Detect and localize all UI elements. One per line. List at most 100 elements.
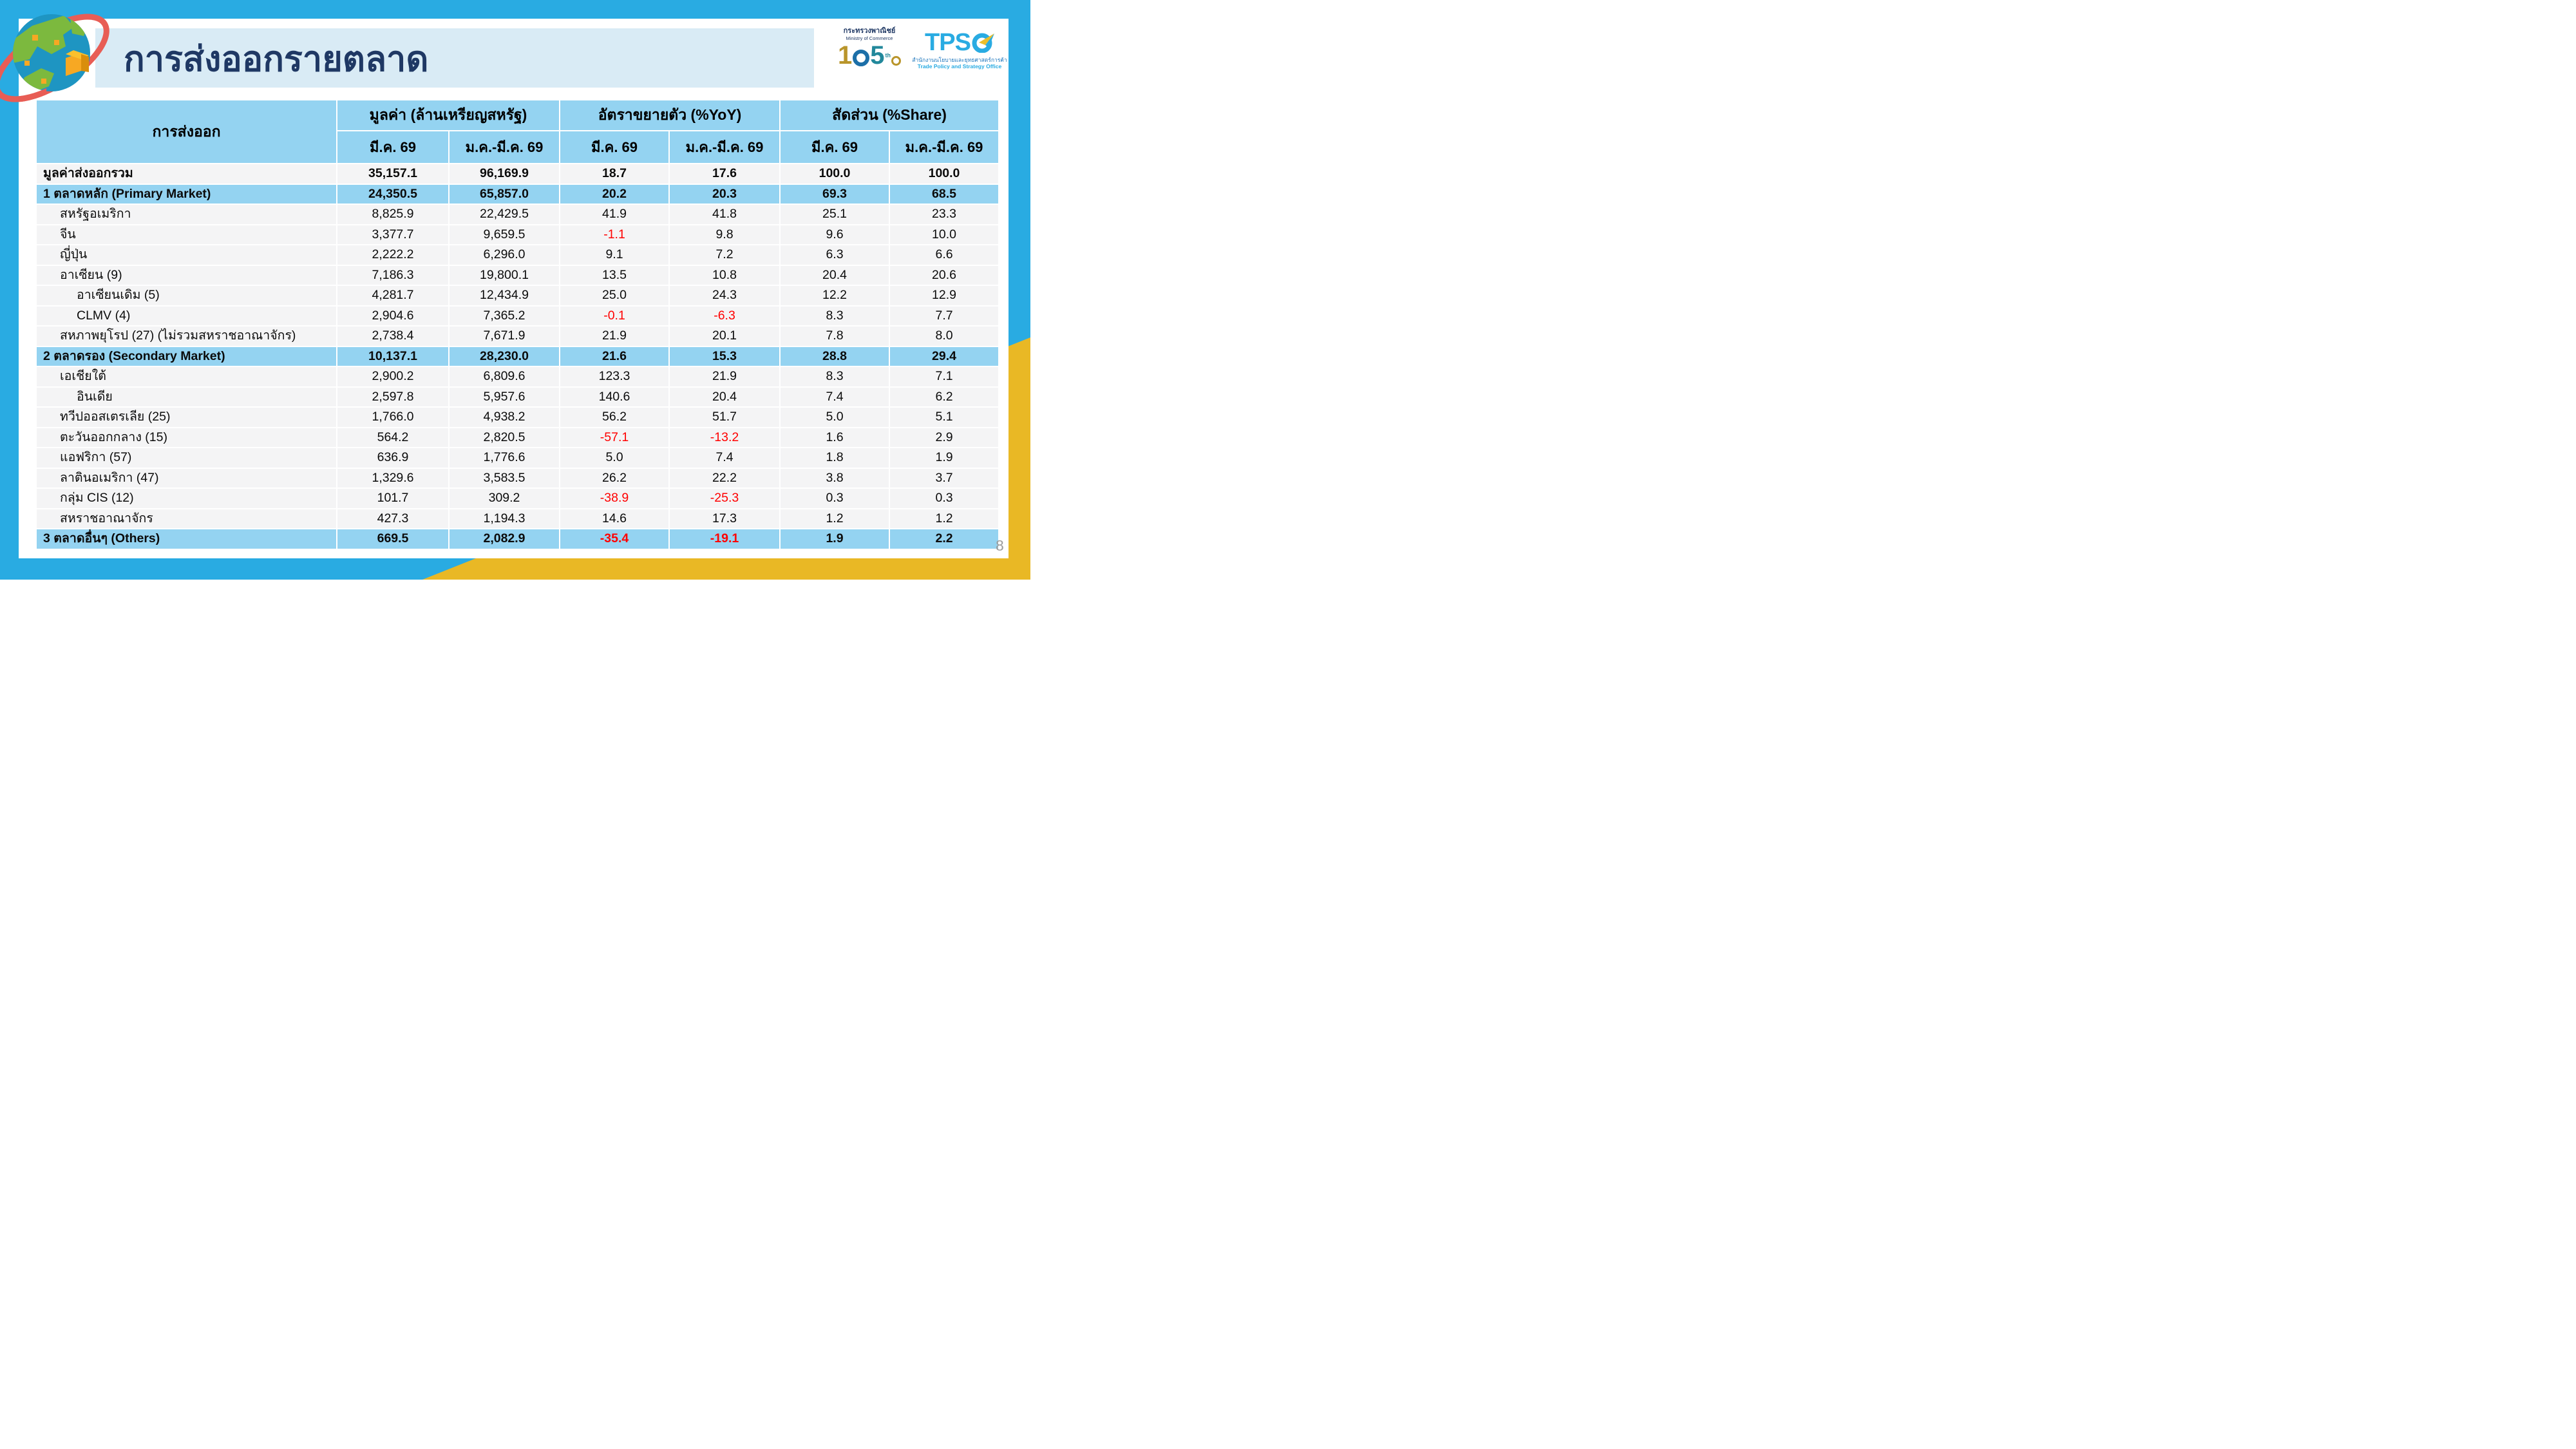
cell-value: 20.6 (890, 265, 1000, 286)
cell-value: 24.3 (670, 286, 781, 307)
cell-value: 3,583.5 (450, 468, 561, 489)
cell-value: 20.3 (670, 184, 781, 205)
cell-value: 8.3 (781, 367, 891, 388)
cell-value: 12.2 (781, 286, 891, 307)
cell-value: 636.9 (337, 448, 450, 469)
row-label: จีน (37, 225, 337, 245)
cell-value: 26.2 (560, 468, 670, 489)
cell-value: 6,296.0 (450, 245, 561, 266)
table-row: 2 ตลาดรอง (Secondary Market) 10,137.1 28,2… (37, 346, 1000, 367)
moc-mark-suffix: th (885, 52, 891, 59)
cell-value: 0.3 (781, 489, 891, 509)
cell-value: 1,194.3 (450, 509, 561, 529)
cell-value: 24,350.5 (337, 184, 450, 205)
cell-value: 7.7 (890, 306, 1000, 327)
cell-value: -1.1 (560, 225, 670, 245)
cell-value: 3.7 (890, 468, 1000, 489)
table-row: อาเซียน (9) 7,186.3 19,800.1 13.5 10.8 20.4 20… (37, 265, 1000, 286)
cell-value: 101.7 (337, 489, 450, 509)
cell-value: -6.3 (670, 306, 781, 327)
cell-value: 17.3 (670, 509, 781, 529)
cell-value: 51.7 (670, 408, 781, 428)
cell-value: 8.3 (781, 306, 891, 327)
column-subheader: ม.ค.-มี.ค. 69 (890, 131, 1000, 164)
cell-value: 28,230.0 (450, 346, 561, 367)
column-subheader-row: มี.ค. 69 ม.ค.-มี.ค. 69 มี.ค. 69 ม.ค.-มี.ค. … (37, 131, 1000, 164)
moc-mark-5: 5 (870, 41, 885, 70)
cell-value: 4,938.2 (450, 408, 561, 428)
cell-value: 23.3 (890, 205, 1000, 225)
cell-value: 8.0 (890, 327, 1000, 347)
cell-value: 13.5 (560, 265, 670, 286)
cell-value: -13.2 (670, 428, 781, 448)
table-row: 1 ตลาดหลัก (Primary Market) 24,350.5 65,85… (37, 184, 1000, 205)
cell-value: 6.3 (781, 245, 891, 266)
cell-value: 1.9 (890, 448, 1000, 469)
table-row: กลุ่ม CIS (12) 101.7 309.2 -38.9 -25.3 0.3 0.3 (37, 489, 1000, 509)
cell-value: 1,776.6 (450, 448, 561, 469)
cell-value: 20.1 (670, 327, 781, 347)
cell-value: 22.2 (670, 468, 781, 489)
cell-value: 1.9 (781, 529, 891, 550)
cell-value: 6,809.6 (450, 367, 561, 388)
row-label: ญี่ปุ่น (37, 245, 337, 266)
cell-value: 4,281.7 (337, 286, 450, 307)
cell-value: 2.2 (890, 529, 1000, 550)
slide-page: การส่งออกรายตลาด ก (0, 0, 1030, 580)
cell-value: 96,169.9 (450, 164, 561, 185)
cell-value: 35,157.1 (337, 164, 450, 185)
table-row: ทวีปออสเตรเลีย (25) 1,766.0 4,938.2 56.2 51.… (37, 408, 1000, 428)
row-label: สหภาพยุโรป (27) (ไม่รวมสหราชอาณาจักร) (37, 327, 337, 347)
table-row: ญี่ปุ่น 2,222.2 6,296.0 9.1 7.2 6.3 6.6 (37, 245, 1000, 266)
table-row: จีน 3,377.7 9,659.5 -1.1 9.8 9.6 10.0 (37, 225, 1000, 245)
table-row: อาเซียนเดิม (5) 4,281.7 12,434.9 25.0 24.3 12… (37, 286, 1000, 307)
cell-value: -57.1 (560, 428, 670, 448)
cell-value: 7.4 (781, 387, 891, 408)
cell-value: 14.6 (560, 509, 670, 529)
cell-value: 41.9 (560, 205, 670, 225)
cell-value: 10,137.1 (337, 346, 450, 367)
cell-value: 7.1 (890, 367, 1000, 388)
cell-value: 10.0 (890, 225, 1000, 245)
column-subheader: มี.ค. 69 (337, 131, 450, 164)
tpso-abbr: TPS (925, 29, 971, 56)
table-row: สหภาพยุโรป (27) (ไม่รวมสหราชอาณาจักร) 2,7… (37, 327, 1000, 347)
tpso-wordmark: TPS (911, 29, 1009, 56)
cube-icon (66, 50, 89, 76)
cell-value: 669.5 (337, 529, 450, 550)
cell-value: 123.3 (560, 367, 670, 388)
cell-value: 15.3 (670, 346, 781, 367)
cell-value: 2,900.2 (337, 367, 450, 388)
table-row: แอฟริกา (57) 636.9 1,776.6 5.0 7.4 1.8 1.9 (37, 448, 1000, 469)
cell-value: 1.2 (781, 509, 891, 529)
tpso-thai-name: สำนักงานนโยบายและยุทธศาสตร์การค้า (912, 57, 1007, 63)
column-subheader: มี.ค. 69 (560, 131, 670, 164)
column-group-value: มูลค่า (ล้านเหรียญสหรัฐ) (337, 100, 561, 131)
cell-value: -38.9 (560, 489, 670, 509)
cell-value: 29.4 (890, 346, 1000, 367)
cell-value: 2,904.6 (337, 306, 450, 327)
row-label: อินเดีย (37, 387, 337, 408)
cell-value: 20.2 (560, 184, 670, 205)
cell-value: 68.5 (890, 184, 1000, 205)
cell-value: 9.6 (781, 225, 891, 245)
moc-mark-1: 1 (838, 41, 853, 70)
moc-105th-mark: 1 5 th (829, 43, 909, 68)
cell-value: 41.8 (670, 205, 781, 225)
cell-value: 2,222.2 (337, 245, 450, 266)
cell-value: 5.1 (890, 408, 1000, 428)
cell-value: 7,365.2 (450, 306, 561, 327)
export-table: การส่งออก มูลค่า (ล้านเหรียญสหรัฐ) อัตรา… (37, 100, 1000, 550)
cell-value: 6.6 (890, 245, 1000, 266)
cell-value: 1,766.0 (337, 408, 450, 428)
row-label: ทวีปออสเตรเลีย (25) (37, 408, 337, 428)
cell-value: 6.2 (890, 387, 1000, 408)
row-label: CLMV (4) (37, 306, 337, 327)
row-label: แอฟริกา (57) (37, 448, 337, 469)
cell-value: 25.1 (781, 205, 891, 225)
cell-value: -19.1 (670, 529, 781, 550)
cell-value: 3.8 (781, 468, 891, 489)
table-row: ตะวันออกกลาง (15) 564.2 2,820.5 -57.1 -13.2 1… (37, 428, 1000, 448)
cell-value: 56.2 (560, 408, 670, 428)
cell-value: 1.8 (781, 448, 891, 469)
